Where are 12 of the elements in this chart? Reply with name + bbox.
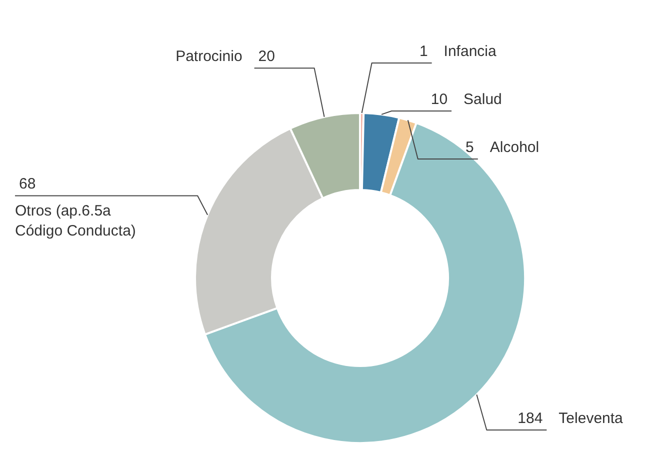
data-label: 10: [430, 91, 448, 108]
data-label: 5: [466, 139, 474, 156]
slice-label: Salud: [464, 91, 502, 108]
data-label: 184: [518, 410, 543, 428]
data-label: 1: [419, 43, 428, 60]
slice-label: Otros (ap.6.5a Código Conducta): [15, 202, 136, 240]
slice-label: Patrocinio: [176, 48, 242, 66]
slice-label: Infancia: [444, 43, 497, 60]
data-label: 20: [258, 48, 275, 66]
data-label: 68: [19, 176, 36, 193]
slice-label: Alcohol: [490, 139, 540, 156]
slice-label: Televenta: [558, 410, 624, 428]
